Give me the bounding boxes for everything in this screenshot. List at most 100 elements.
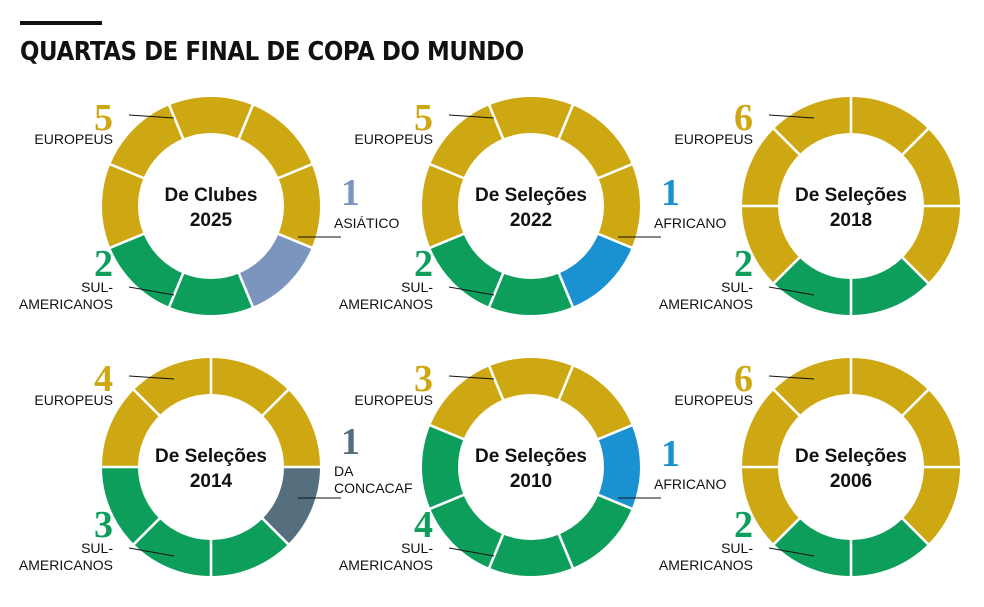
chart-title: De Seleções [475,185,587,206]
segment-separator [772,388,802,418]
segment-separator [487,272,505,309]
leader-line [448,286,495,296]
donut-segment-europeus [110,105,184,179]
donut-segment-europeus [102,164,144,248]
segment-separator [487,533,505,570]
chart-year: 2025 [190,210,233,231]
donut-segment-europeus [558,366,632,440]
donut-segment-sul-americanos [133,518,211,576]
chart-title: De Seleções [795,185,907,206]
category-label: SUL- [81,540,113,556]
category-label: AMERICANOS [19,296,113,312]
count-label: 1 [661,433,680,475]
category-label: EUROPEUS [354,392,433,408]
chart-year: 2006 [830,471,872,492]
donut-segment-europeus [902,206,960,284]
leader-line [448,375,495,380]
count-label: 3 [94,504,113,546]
donut-segment-europeus [211,358,289,416]
segment-separator [557,272,575,309]
donut-segment-europeus [742,128,800,206]
donut-segment-europeus [742,467,800,545]
category-label: AFRICANO [654,215,726,231]
donut-segment-europeus [598,164,640,248]
count-label: 5 [414,97,433,139]
donut-segment-europeus [558,105,632,179]
segment-separator [487,103,505,140]
count-label: 6 [734,358,753,400]
donut-segment-sul-americanos [110,233,184,307]
donut-segment-europeus [278,164,320,248]
segment-separator [237,103,255,140]
segment-separator [900,127,930,157]
leader-line [128,375,175,380]
donut-segment-sul-americanos [773,518,851,576]
segment-separator [597,162,634,180]
segment-separator [108,232,145,250]
segment-separator [772,516,802,546]
count-label: 3 [414,358,433,400]
segment-separator [167,272,185,309]
segment-separator [132,516,162,546]
donut-segment-sul-americanos [773,257,851,315]
count-label: 2 [734,243,753,285]
category-label: SUL- [721,540,753,556]
segment-separator [557,533,575,570]
donut-segment-concacaf [262,467,320,545]
category-label: DA [334,463,354,479]
chart-title: De Seleções [475,446,587,467]
count-label: 4 [414,504,433,546]
chart-title: De Clubes [165,185,258,206]
segment-separator [772,127,802,157]
count-label: 1 [661,172,680,214]
category-label: AMERICANOS [339,557,433,573]
segment-separator [277,162,314,180]
donut-segment-europeus [238,105,312,179]
category-label: AMERICANOS [659,296,753,312]
donut-segment-europeus [262,389,320,467]
segment-separator [428,162,465,180]
segment-separator [260,516,290,546]
category-label: EUROPEUS [354,131,433,147]
donut-segment-sul-americanos [430,233,504,307]
leader-line [128,286,175,296]
count-label: 4 [94,358,113,400]
category-label: EUROPEUS [34,131,113,147]
donut-segment-sul-americanos [489,273,573,315]
segment-separator [132,388,162,418]
page-title: QUARTAS DE FINAL DE COPA DO MUNDO [20,37,524,67]
donut-segment-europeus [851,97,929,155]
donut-segment-europeus [489,97,573,139]
segment-separator [428,493,465,511]
chart-year: 2018 [830,210,872,231]
leader-line [768,114,815,119]
top-rule [20,21,102,25]
category-label: AFRICANO [654,476,726,492]
leader-line [448,547,495,557]
chart-year: 2010 [510,471,552,492]
leader-line [128,547,175,557]
leader-line [768,375,815,380]
count-label: 1 [341,172,360,214]
donut-segment-sul-americanos [851,257,929,315]
donut-segment-africano [558,233,632,307]
chart-title: De Seleções [155,446,267,467]
category-label: SUL- [721,279,753,295]
segment-separator [487,364,505,401]
segment-separator [557,103,575,140]
donut-segment-europeus [169,97,253,139]
donut-segment-sul-americanos [422,425,464,509]
leader-line [768,547,815,557]
segment-separator [900,516,930,546]
donut-segment-europeus [133,358,211,416]
donut-segment-europeus [902,389,960,467]
donut-segment-sul-americanos [851,518,929,576]
donut-segment-sul-americanos [558,494,632,568]
category-label: SUL- [401,279,433,295]
count-label: 2 [414,243,433,285]
